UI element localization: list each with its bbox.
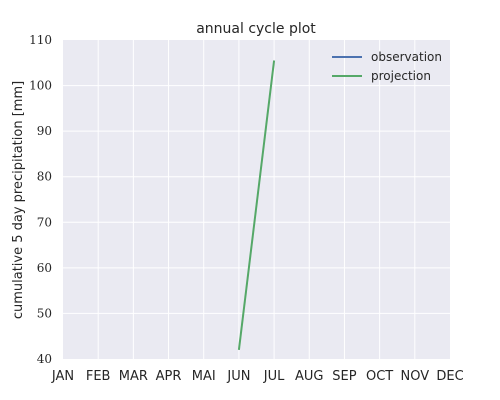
x-tick-label-dec: DEC bbox=[436, 369, 463, 384]
grid-lines bbox=[63, 40, 450, 359]
y-tick-label-60: 60 bbox=[37, 261, 52, 275]
y-tick-label-40: 40 bbox=[37, 352, 52, 366]
x-tick-label-oct: OCT bbox=[366, 369, 393, 384]
y-tick-label-100: 100 bbox=[29, 79, 52, 93]
x-axis-ticks: JAN FEB MAR APR MAI JUN JUL AUG SEP OCT NOV DEC bbox=[51, 369, 464, 384]
x-tick-label-jun: JUN bbox=[226, 369, 250, 384]
x-tick-label-jul: JUL bbox=[263, 369, 285, 384]
x-tick-label-jan: JAN bbox=[51, 369, 74, 384]
y-tick-label-50: 50 bbox=[37, 306, 52, 320]
x-tick-label-nov: NOV bbox=[401, 369, 430, 384]
x-tick-label-mai: MAI bbox=[192, 369, 216, 384]
y-tick-label-70: 70 bbox=[37, 215, 52, 229]
x-tick-label-aug: AUG bbox=[295, 369, 323, 384]
x-tick-label-sep: SEP bbox=[332, 369, 356, 384]
y-axis-label: cumulative 5 day precipitation [mm] bbox=[11, 81, 26, 319]
legend-label-observation: observation bbox=[371, 50, 442, 64]
y-axis-ticks: 40 50 60 70 80 90 100 110 bbox=[29, 33, 52, 366]
legend-label-projection: projection bbox=[371, 69, 431, 83]
chart-title: annual cycle plot bbox=[196, 21, 316, 37]
y-tick-label-110: 110 bbox=[29, 33, 52, 47]
x-tick-label-mar: MAR bbox=[119, 369, 148, 384]
y-tick-label-80: 80 bbox=[37, 170, 52, 184]
x-tick-label-apr: APR bbox=[156, 369, 182, 384]
series-line-projection bbox=[237, 60, 276, 351]
series-lines bbox=[237, 60, 276, 351]
y-tick-label-90: 90 bbox=[37, 124, 52, 138]
legend: observation projection bbox=[332, 50, 442, 83]
x-tick-label-feb: FEB bbox=[86, 369, 111, 384]
